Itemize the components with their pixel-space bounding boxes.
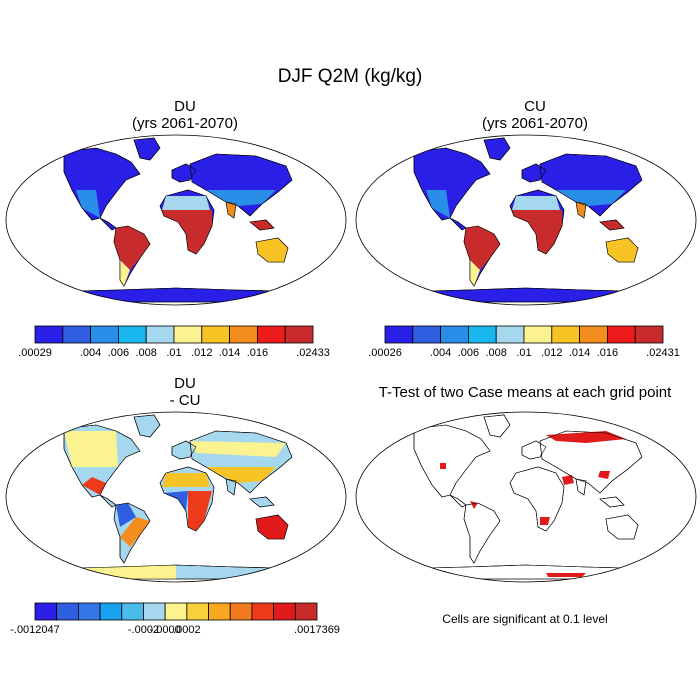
du-colorbar: .00029 .004 .006 .008 .01 .012 .014 .016 .02433 [18,325,330,359]
colorbar-swatch [495,325,525,344]
colorbar-swatch [99,602,123,621]
colorbar-tick-label: .02431 [646,347,680,359]
significant-region [546,431,626,443]
colorbar-swatch [186,602,209,621]
diff-title: DU [174,375,196,392]
diff-map [5,411,347,583]
colorbar-tick-label: .006 [458,347,479,359]
du-panel-title: DU (yrs 2061-2070) [90,98,280,132]
colorbar-swatch [201,325,231,344]
colorbar-tick-label: .012 [191,347,212,359]
colorbar-tick-label: .004 [80,347,101,359]
cu-title: CU [524,98,546,115]
du-title: DU [174,98,196,115]
significant-region [540,517,550,525]
significant-region [562,475,574,485]
colorbar-swatch [77,602,101,621]
colorbar-tick-label: -.0002 [128,624,159,636]
colorbar-swatch [121,602,144,621]
diff-colorbar: -.0012047 -.0002-.0000.0002 .0017369 [10,602,340,636]
diff-panel-title: DU - CU [90,375,280,409]
colorbar-swatch [173,325,203,344]
colorbar-swatch [56,602,79,621]
colorbar-tick-label: .008 [135,347,156,359]
significant-region [470,501,478,509]
colorbar-tick-label: .016 [247,347,268,359]
colorbar-tick-label: .00026 [368,347,402,359]
colorbar-swatch [251,602,275,621]
colorbar-swatch [90,325,119,344]
significant-region [440,463,446,469]
ttest-title: T-Test of two Case means at each grid po… [378,384,672,401]
colorbar-swatch [440,325,469,344]
colorbar-swatch [384,325,414,344]
figure-title: DJF Q2M (kg/kg) [277,66,423,87]
cu-colorbar: .00026 .004 .006 .008 .01 .012 .014 .016 .02431 [368,325,680,359]
colorbar-swatch [284,325,314,344]
colorbar-swatch [229,602,253,621]
colorbar-tick-label: .01 [166,347,181,359]
colorbar-swatch [118,325,147,344]
significance-note: Cells are significant at 0.1 level [442,612,608,626]
colorbar-tick-label: .00029 [18,347,52,359]
colorbar-swatch [551,325,580,344]
colorbar-swatch [145,325,175,344]
cu-map [355,134,697,306]
colorbar-swatch [164,602,188,621]
colorbar-tick-label: -.0000 [150,624,181,636]
colorbar-tick-label: .014 [219,347,240,359]
colorbar-swatch [634,325,664,344]
colorbar-swatch [523,325,553,344]
colorbar-swatch [412,325,441,344]
colorbar-tick-label: .01 [516,347,531,359]
colorbar-tick-label: .006 [108,347,129,359]
colorbar-swatch [229,325,258,344]
diff-subtitle: - CU [169,392,201,409]
colorbar-tick-label: .0002 [173,624,201,636]
colorbar-swatch [273,602,296,621]
colorbar-swatch [143,602,166,621]
colorbar-swatch [294,602,318,621]
colorbar-swatch [579,325,608,344]
du-map [5,134,347,306]
cu-subtitle: (yrs 2061-2070) [482,115,588,132]
colorbar-swatch [34,602,58,621]
significant-region [416,571,446,577]
colorbar-tick-label: -.0012047 [10,624,60,636]
colorbar-swatch [34,325,64,344]
colorbar-tick-label: .0017369 [294,624,340,636]
colorbar-tick-label: .02433 [296,347,330,359]
cu-panel-title: CU (yrs 2061-2070) [440,98,630,132]
ttest-map [355,411,697,583]
colorbar-swatch [208,602,231,621]
colorbar-tick-label: .004 [430,347,451,359]
colorbar-tick-label: .008 [485,347,506,359]
colorbar-tick-label: .012 [541,347,562,359]
colorbar-swatch [467,325,497,344]
significant-region [598,471,610,479]
colorbar-swatch [607,325,636,344]
colorbar-tick-label: .016 [597,347,618,359]
colorbar-swatch [256,325,286,344]
du-subtitle: (yrs 2061-2070) [132,115,238,132]
colorbar-tick-label: .014 [569,347,590,359]
colorbar-swatch [62,325,91,344]
significant-region [546,573,586,577]
